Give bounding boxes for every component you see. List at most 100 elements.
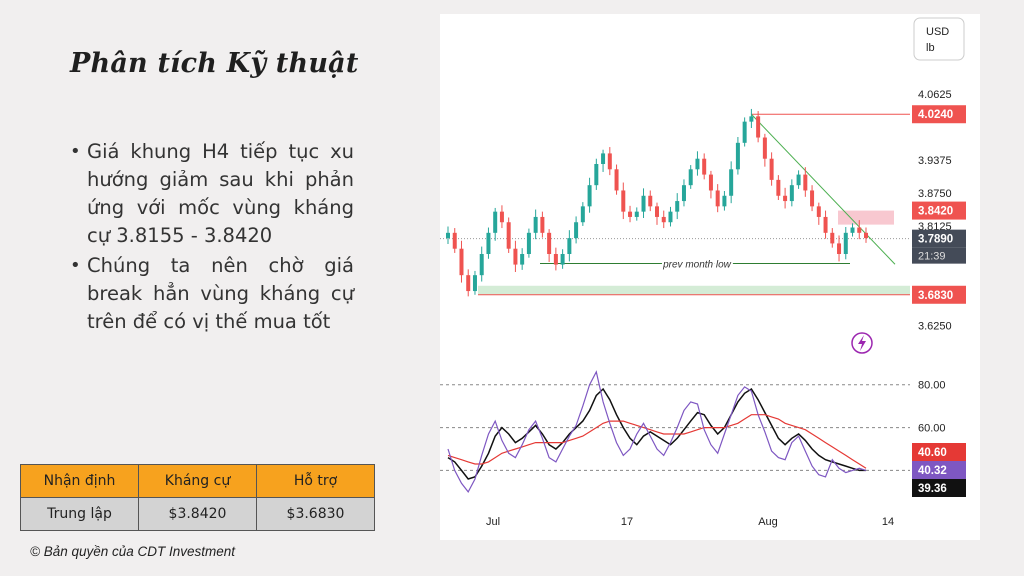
price-chart: prev month low4.06253.93753.87503.81253.…: [440, 17, 966, 528]
osc-tick-label: 60.00: [918, 423, 946, 435]
candle-body: [729, 169, 734, 196]
currency-box: [913, 17, 965, 61]
prev-month-low-label: prev month low: [662, 260, 732, 271]
candle-body: [688, 169, 693, 186]
candle-body: [446, 232, 450, 239]
downtrend-line: [751, 113, 896, 265]
candle-body: [742, 121, 747, 143]
price-label-box: [912, 105, 966, 124]
candle-body: [452, 232, 457, 249]
x-tick-label: 14: [882, 516, 894, 528]
candle-body: [810, 190, 815, 207]
x-tick-label: 17: [621, 516, 633, 528]
candle-body: [526, 232, 531, 254]
table-row: Trung lập $3.8420 $3.6830: [20, 497, 375, 531]
osc-value-box: [912, 443, 966, 461]
candle-body: [641, 195, 646, 212]
candle-body: [675, 201, 680, 212]
candle-body: [735, 142, 740, 170]
candle-body: [776, 179, 781, 196]
candle-body: [850, 227, 855, 233]
candle-body: [803, 174, 808, 191]
candle-body: [628, 211, 633, 217]
bullet-item: Chúng ta nên chờ giá break hẳn vùng khán…: [70, 252, 354, 336]
resistance-zone: [838, 210, 894, 225]
unit-label: lb: [926, 42, 935, 54]
price-label-text: 3.7890: [918, 234, 953, 246]
candle-body: [648, 195, 653, 207]
candle-body: [695, 158, 700, 170]
price-label-box: [912, 285, 966, 304]
candle-body: [459, 248, 464, 276]
slide-title: Phân tích Kỹ thuật: [70, 48, 359, 79]
candle-body: [864, 232, 868, 239]
header-support: Hỗ trợ: [256, 464, 375, 498]
candle-body: [783, 195, 788, 202]
candle-body: [668, 211, 673, 223]
price-tick-label: 4.0625: [918, 89, 952, 101]
bullet-item: Giá khung H4 tiếp tục xu hướng giảm sau …: [70, 138, 354, 250]
price-tick-label: 3.9375: [918, 155, 952, 167]
osc-tick-label: 80.00: [918, 380, 946, 392]
table-header-row: Nhận định Kháng cự Hỗ trợ: [20, 464, 375, 498]
header-assessment: Nhận định: [20, 464, 139, 498]
candle-body: [621, 190, 626, 212]
summary-table: Nhận định Kháng cự Hỗ trợ Trung lập $3.8…: [20, 464, 375, 531]
candle-body: [520, 254, 525, 265]
price-label-box: [912, 229, 966, 248]
candle-body: [843, 232, 848, 254]
candle-body: [499, 211, 504, 223]
candle-body: [762, 137, 767, 159]
candle-body: [816, 206, 821, 217]
osc-average-line: [447, 414, 867, 469]
osc-main-line: [447, 370, 867, 494]
candle-body: [607, 153, 612, 170]
price-tick-label: 3.8750: [918, 188, 952, 200]
header-resistance: Kháng cự: [138, 464, 257, 498]
candle-body: [661, 216, 666, 223]
candle-body: [837, 243, 842, 254]
candle-body: [749, 116, 754, 122]
candle-body: [547, 232, 552, 254]
osc-value-text: 39.36: [918, 483, 947, 495]
candle-body: [560, 254, 565, 265]
price-label-text: 4.0240: [918, 109, 953, 121]
candle-body: [715, 190, 720, 207]
osc-value-box: [912, 461, 966, 479]
candle-body: [540, 216, 545, 233]
lightning-icon: [851, 332, 873, 354]
candle-body: [506, 222, 511, 249]
lightning-bolt-icon: [858, 335, 866, 351]
osc-signal-line: [447, 387, 866, 480]
price-label-box: [912, 201, 966, 220]
candle-body: [553, 254, 558, 265]
countdown-box: [912, 247, 966, 264]
candle-body: [796, 174, 801, 186]
candle-body: [601, 153, 606, 164]
x-tick-label: Jul: [486, 516, 500, 528]
candle-body: [594, 164, 599, 186]
candle-body: [681, 185, 686, 202]
candle-body: [708, 174, 713, 191]
price-label-text: 3.8420: [918, 206, 953, 218]
candle-body: [479, 254, 484, 276]
candle-body: [472, 275, 477, 292]
price-tick-label: 3.6250: [918, 320, 952, 332]
candle-body: [587, 185, 592, 207]
copyright-text: © Bản quyền của CDT Investment: [30, 544, 236, 559]
candle-body: [830, 232, 835, 244]
osc-value-box: [912, 479, 966, 497]
candle-body: [493, 211, 498, 233]
osc-value-text: 40.32: [918, 465, 947, 477]
candle-body: [513, 248, 518, 265]
candle-body: [574, 222, 579, 239]
candle-body: [580, 206, 585, 223]
candle-body: [614, 169, 619, 191]
countdown-text: 21:39: [918, 251, 946, 263]
candle-body: [533, 216, 538, 233]
candle-body: [655, 206, 659, 217]
candle-body: [823, 216, 828, 233]
candle-body: [857, 227, 862, 233]
candle-body: [567, 238, 572, 254]
candle-body: [722, 195, 727, 207]
